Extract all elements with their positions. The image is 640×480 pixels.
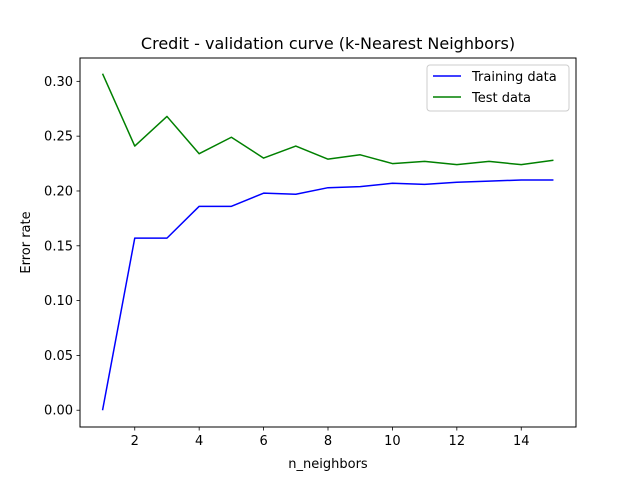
y-tick-label: 0.10 bbox=[44, 294, 73, 309]
x-tick-label: 8 bbox=[324, 434, 332, 449]
x-tick-label: 14 bbox=[513, 434, 530, 449]
legend: Training data Test data bbox=[426, 64, 570, 112]
y-tick-label: 0.15 bbox=[44, 239, 73, 254]
legend-box bbox=[426, 64, 570, 112]
x-tick-label: 12 bbox=[449, 434, 466, 449]
test-data-line bbox=[101, 73, 554, 166]
y-tick-label: 0.05 bbox=[44, 349, 73, 364]
plot-frame bbox=[79, 57, 577, 428]
legend-label-training: Training data bbox=[471, 70, 557, 85]
plot-area bbox=[80, 58, 576, 427]
y-tick-label: 0.30 bbox=[44, 75, 73, 90]
x-tick-label: 10 bbox=[384, 434, 401, 449]
x-tick-label: 2 bbox=[131, 434, 139, 449]
x-axis-ticks: 2 4 6 8 10 12 14 bbox=[131, 427, 530, 449]
training-data-line bbox=[101, 179, 554, 411]
x-axis-label: n_neighbors bbox=[288, 457, 368, 472]
legend-label-test: Test data bbox=[471, 91, 531, 106]
y-tick-label: 0.00 bbox=[44, 404, 73, 419]
y-tick-label: 0.20 bbox=[44, 184, 73, 199]
series-lines bbox=[101, 73, 554, 411]
y-tick-label: 0.25 bbox=[44, 130, 73, 145]
plot-axes: 2 4 6 8 10 12 14 0.00 0.05 0.10 0.15 0.20 0.25 0.30 bbox=[44, 57, 577, 449]
chart-title: Credit - validation curve (k-Nearest Nei… bbox=[141, 34, 515, 53]
x-tick-label: 4 bbox=[195, 434, 203, 449]
x-tick-label: 6 bbox=[259, 434, 267, 449]
y-axis-ticks: 0.00 0.05 0.10 0.15 0.20 0.25 0.30 bbox=[44, 75, 80, 419]
y-axis-label: Error rate bbox=[19, 211, 34, 273]
